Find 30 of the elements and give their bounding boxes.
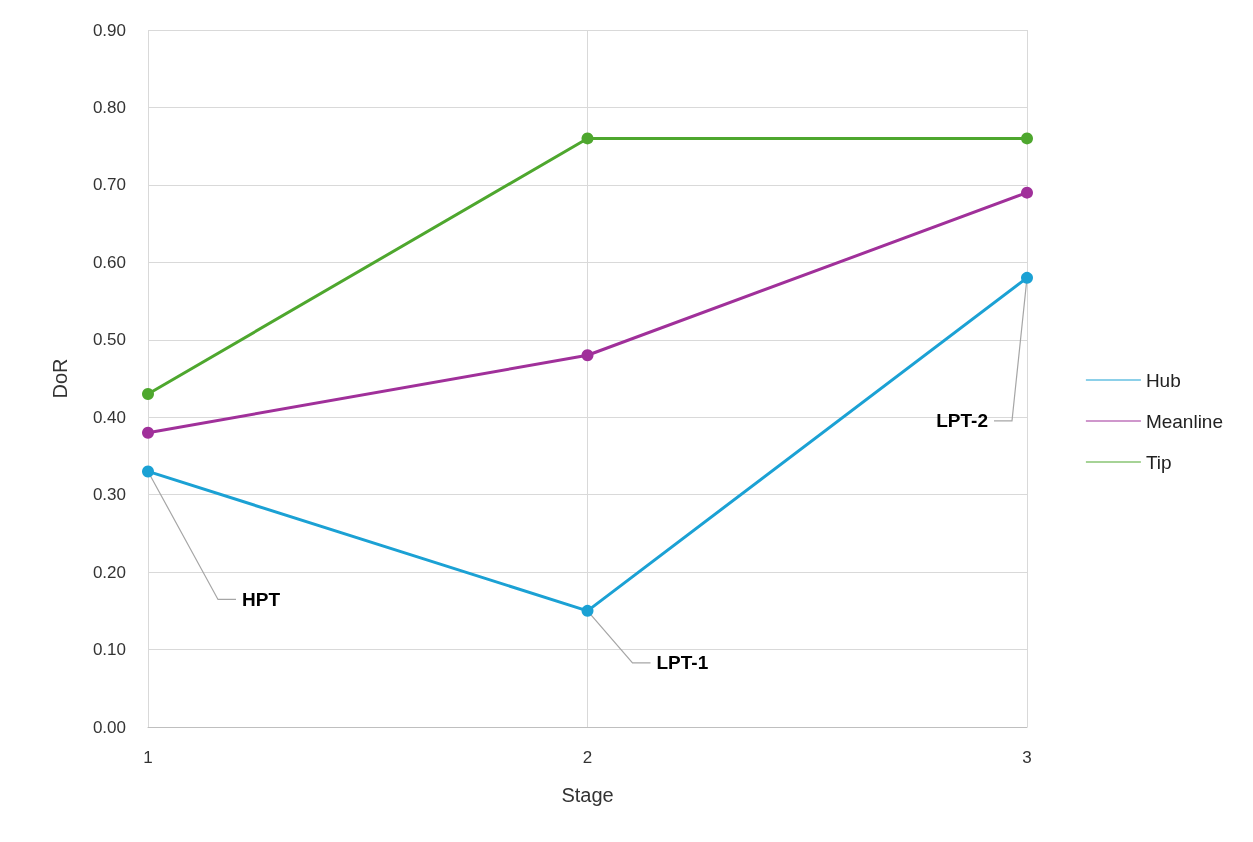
- annotation: HPT: [242, 588, 281, 610]
- y-tick-label: 0.80: [92, 97, 126, 117]
- point: [1021, 271, 1033, 284]
- x-axis-title: Stage: [561, 784, 614, 806]
- y-tick-label: 0.10: [92, 640, 126, 660]
- point: [142, 426, 154, 439]
- legend-label: Tip: [1145, 451, 1172, 473]
- point: [581, 604, 594, 617]
- x-tick-label: 3: [1022, 748, 1032, 767]
- y-tick-label: 0.20: [92, 562, 126, 582]
- y-axis-title: DoR: [49, 358, 71, 399]
- annotation: LPT-2: [936, 410, 988, 432]
- point: [142, 465, 154, 478]
- x-tick-label: 2: [582, 748, 593, 767]
- legend-label: Hub: [1145, 369, 1181, 391]
- y-tick-label: 0.60: [92, 252, 126, 272]
- x-tick-label: 1: [143, 748, 153, 767]
- point: [1021, 132, 1033, 145]
- point: [1021, 186, 1033, 199]
- y-tick-label: 0.50: [92, 330, 126, 350]
- y-tick-label: 0.40: [92, 407, 126, 427]
- legend-label: Meanline: [1145, 410, 1224, 432]
- y-tick-label: 0.00: [92, 717, 126, 737]
- point: [581, 132, 594, 145]
- y-tick-label: 0.30: [92, 485, 126, 505]
- annotation: LPT-1: [656, 652, 709, 674]
- y-tick-label: 0.70: [92, 175, 126, 195]
- y-tick-label: 0.90: [92, 20, 126, 40]
- point: [142, 387, 154, 400]
- point: [581, 349, 594, 362]
